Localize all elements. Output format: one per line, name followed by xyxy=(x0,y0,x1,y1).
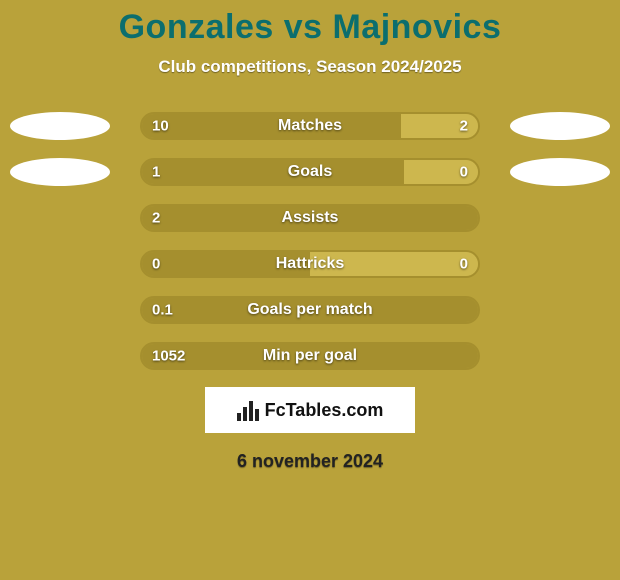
stat-bar: 0.1Goals per match xyxy=(140,296,480,324)
stat-bar-left-fill xyxy=(142,160,404,184)
page-title: Gonzales vs Majnovics xyxy=(0,0,620,47)
stat-bar: 2Assists xyxy=(140,204,480,232)
stat-bar-right-fill xyxy=(401,114,478,138)
subtitle: Club competitions, Season 2024/2025 xyxy=(0,57,620,77)
stat-row: 10Goals xyxy=(0,157,620,187)
player-avatar-right xyxy=(510,112,610,140)
stat-bar-left-fill xyxy=(142,206,478,230)
stat-bar: 00Hattricks xyxy=(140,250,480,278)
stat-bar-right-fill xyxy=(310,252,478,276)
stat-bar-left-fill xyxy=(142,298,478,322)
brand-badge: FcTables.com xyxy=(205,387,415,433)
stat-row: 1052Min per goal xyxy=(0,341,620,371)
brand-logo-icon xyxy=(237,399,259,421)
stat-bar: 10Goals xyxy=(140,158,480,186)
stat-row: 2Assists xyxy=(0,203,620,233)
player-avatar-right xyxy=(510,158,610,186)
stat-rows: 102Matches 10Goals 2Assists 00Hattricks 0.1G… xyxy=(0,111,620,371)
stat-bar-left-fill xyxy=(142,252,310,276)
stat-bar: 102Matches xyxy=(140,112,480,140)
stat-bar-left-fill xyxy=(142,114,401,138)
snapshot-date: 6 november 2024 xyxy=(0,451,620,472)
stat-bar-right-fill xyxy=(404,160,478,184)
stat-bar-left-fill xyxy=(142,344,478,368)
player-avatar-left xyxy=(10,112,110,140)
stat-row: 102Matches xyxy=(0,111,620,141)
brand-text: FcTables.com xyxy=(265,400,384,421)
player-avatar-left xyxy=(10,158,110,186)
stat-bar: 1052Min per goal xyxy=(140,342,480,370)
comparison-card: Gonzales vs Majnovics Club competitions,… xyxy=(0,0,620,580)
stat-row: 0.1Goals per match xyxy=(0,295,620,325)
stat-row: 00Hattricks xyxy=(0,249,620,279)
